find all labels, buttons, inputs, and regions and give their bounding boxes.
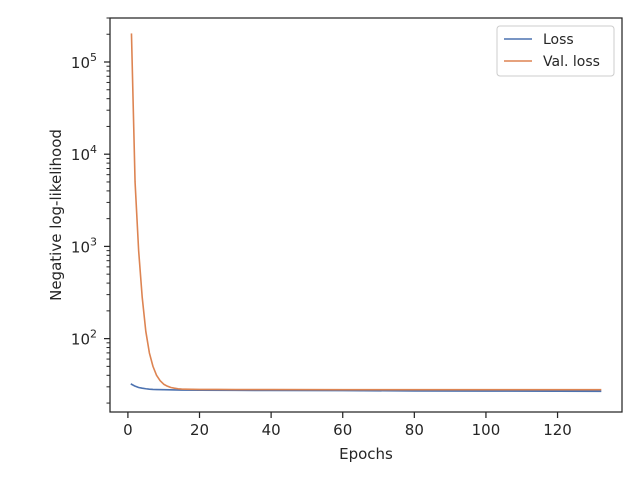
x-tick-label: 100 — [472, 421, 501, 439]
axes-layer: 0 20 40 60 80 100 120 102 103 104 105 — [71, 17, 572, 439]
plot-frame — [109, 17, 623, 413]
y-tick-label: 105 — [71, 51, 97, 72]
series-layer — [130, 33, 602, 393]
legend-label: Val. loss — [543, 54, 600, 70]
plot-area — [110, 18, 622, 412]
legend-label: Loss — [543, 32, 574, 48]
x-tick-label: 0 — [123, 421, 133, 439]
legend: Loss Val. loss — [496, 25, 615, 77]
series-line-loss — [130, 383, 602, 393]
x-tick-label: 120 — [543, 421, 572, 439]
series-line-val-loss — [130, 33, 602, 391]
x-tick-label: 20 — [190, 421, 209, 439]
y-tick-label: 104 — [71, 143, 97, 164]
y-tick-label: 103 — [71, 235, 97, 256]
x-tick-label: 60 — [333, 421, 352, 439]
y-axis-label: Negative log-likelihood — [47, 129, 65, 301]
x-tick-label: 40 — [262, 421, 281, 439]
x-tick-label: 80 — [405, 421, 424, 439]
y-tick-label: 102 — [71, 328, 97, 349]
x-axis-label: Epochs — [339, 445, 393, 463]
